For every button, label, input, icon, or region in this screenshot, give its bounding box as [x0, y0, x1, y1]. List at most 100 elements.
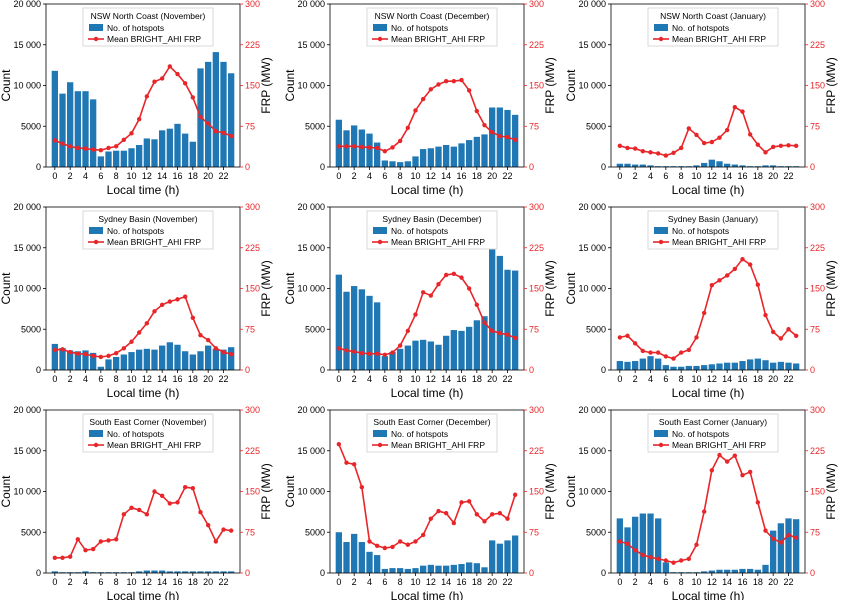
right-tick-label: 75: [810, 324, 820, 334]
x-tick-label: 4: [83, 374, 88, 384]
legend-bar-label: No. of hotspots: [672, 226, 729, 236]
hotspot-bar: [655, 166, 662, 167]
legend-bar-swatch: [373, 430, 387, 437]
x-tick-label: 20: [203, 577, 213, 587]
frp-line: [338, 273, 516, 356]
hotspot-bar: [443, 565, 450, 573]
frp-point: [474, 302, 480, 307]
chart-panel-2: 0 5000 10 000 15 000 20 000 0 75 150 225 300 0 2 4 6 8…: [283, 0, 557, 197]
frp-point: [512, 492, 518, 497]
x-axis-label: Local time (h): [672, 589, 745, 600]
frp-point: [390, 145, 395, 150]
legend: South East Corner (January) No. of hotspo…: [647, 413, 779, 453]
hotspot-bar: [67, 572, 74, 573]
hotspot-bar: [777, 361, 784, 370]
legend-box: [366, 210, 498, 250]
hotspot-bar: [197, 351, 204, 370]
chart-panel-1: 0 5000 10 000 15 000 20 000 0 75 150 225 300 0 2 4 6 8…: [0, 0, 273, 197]
hotspot-bar: [466, 140, 473, 167]
hotspot-bar: [639, 513, 646, 573]
right-tick-label: 300: [245, 405, 260, 415]
right-tick-label: 300: [245, 0, 260, 9]
hotspot-bar: [212, 348, 219, 370]
right-tick-label: 0: [810, 568, 815, 578]
frp-point: [686, 347, 692, 353]
hotspot-bar: [97, 156, 104, 167]
hotspot-bar: [220, 61, 227, 167]
frp-point: [451, 271, 457, 277]
left-tick-label: 20 000: [578, 202, 606, 212]
legend-line-marker: [93, 36, 99, 42]
hotspot-bar: [151, 349, 158, 371]
x-tick-label: 22: [218, 374, 228, 384]
hotspot-bar: [458, 143, 465, 167]
hotspot-bar: [754, 166, 761, 167]
frp-point: [413, 108, 418, 113]
hotspot-bar: [113, 150, 120, 167]
x-tick-label: 0: [336, 374, 341, 384]
hotspot-bar: [647, 513, 654, 573]
frp-point: [67, 144, 73, 149]
right-tick-label: 225: [245, 446, 260, 456]
legend-box: [647, 413, 779, 453]
hotspot-bar: [443, 335, 450, 370]
frp-point: [90, 353, 96, 359]
frp-point: [694, 335, 699, 340]
x-tick-label: 14: [441, 374, 451, 384]
hotspot-bar: [655, 358, 662, 370]
frp-point: [459, 500, 464, 505]
hotspot-bar: [351, 286, 358, 370]
frp-point: [793, 535, 799, 540]
x-tick-label: 18: [188, 374, 198, 384]
hotspot-bar: [770, 362, 777, 370]
hotspot-bar: [220, 349, 227, 371]
frp-point: [428, 516, 434, 521]
x-tick-label: 14: [722, 577, 732, 587]
x-tick-label: 6: [382, 374, 387, 384]
right-tick-label: 0: [245, 162, 250, 172]
legend-line-label: Mean BRIGHT_AHI FRP: [107, 237, 201, 247]
x-tick-label: 8: [398, 374, 403, 384]
hotspot-bar: [343, 291, 350, 370]
x-tick-label: 2: [68, 374, 73, 384]
x-tick-label: 0: [336, 171, 341, 181]
frp-point: [443, 78, 449, 84]
legend-line-marker: [658, 442, 664, 448]
hotspot-bar: [404, 568, 411, 573]
right-y-axis-label: FRP (MW): [259, 260, 273, 316]
hotspot-bar: [113, 572, 120, 573]
hotspot-bar: [670, 166, 677, 167]
legend: NSW North Coast (December) No. of hotspot…: [366, 7, 498, 47]
frp-line: [54, 295, 232, 358]
hotspot-bar: [647, 165, 654, 167]
right-tick-label: 300: [245, 202, 260, 212]
frp-point: [747, 132, 753, 137]
frp-point: [640, 552, 646, 558]
x-tick-label: 12: [426, 374, 436, 384]
hotspot-bar: [412, 568, 419, 573]
left-tick-label: 10 000: [578, 284, 606, 294]
hotspot-bar: [166, 342, 173, 370]
frp-point: [709, 468, 715, 473]
right-tick-label: 75: [529, 527, 539, 537]
hotspot-bar: [616, 163, 623, 167]
x-tick-label: 20: [768, 577, 778, 587]
legend-bar-swatch: [654, 227, 668, 234]
chart-panel-4: 0 5000 10 000 15 000 20 000 0 75 150 225 300 0 2 4 6 8…: [0, 202, 273, 400]
legend-line-marker: [377, 36, 383, 42]
frp-point: [344, 460, 349, 465]
frp-point: [747, 262, 753, 267]
x-tick-label: 18: [753, 171, 763, 181]
hotspot-bar: [136, 145, 143, 167]
chart-title: Sydney Basin (January): [668, 214, 758, 224]
x-tick-label: 8: [114, 171, 119, 181]
legend-bar-label: No. of hotspots: [107, 226, 164, 236]
legend-bar-swatch: [373, 24, 387, 31]
hotspot-bar: [716, 569, 723, 573]
frp-point: [655, 556, 661, 562]
legend-box: [366, 413, 498, 453]
hotspot-bar: [228, 347, 235, 370]
right-tick-label: 150: [810, 284, 825, 294]
hotspot-bar: [739, 568, 746, 573]
frp-point: [655, 151, 661, 156]
